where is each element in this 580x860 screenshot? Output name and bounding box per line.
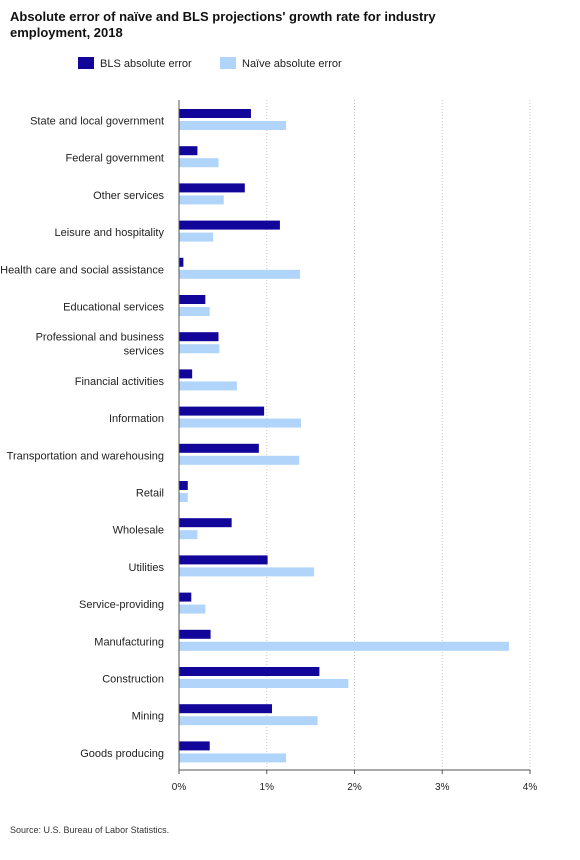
chart-title: Absolute error of naïve and BLS projecti… — [10, 9, 436, 40]
legend-swatch-naive — [220, 57, 236, 69]
bls-error-bar — [179, 369, 193, 379]
bls-error-bar — [179, 704, 273, 714]
legend-item-naive: Naïve absolute error — [220, 57, 342, 70]
naive-error-bar — [179, 679, 349, 688]
naive-error-bar — [179, 232, 214, 242]
category-label: Mining — [132, 711, 164, 723]
category-label: Federal government — [66, 153, 164, 165]
naive-error-bar — [179, 195, 224, 205]
naive-error-bar — [179, 307, 210, 316]
bls-error-bar — [179, 295, 206, 304]
naive-error-bar — [179, 418, 301, 428]
legend-swatch-bls — [78, 57, 94, 69]
bls-error-bar — [179, 220, 280, 230]
naive-error-bar — [179, 716, 318, 726]
bls-error-bar — [179, 109, 251, 118]
category-label: Transportation and warehousing — [7, 450, 164, 462]
naive-error-bar — [179, 753, 287, 763]
bls-error-bar — [179, 481, 188, 490]
source-note: Source: U.S. Bureau of Labor Statistics. — [10, 825, 170, 835]
bls-error-bar — [179, 629, 211, 639]
naive-error-bar — [179, 567, 315, 577]
bls-error-bar — [179, 406, 265, 416]
category-label: Retail — [136, 488, 164, 500]
legend-item-bls: BLS absolute error — [78, 57, 192, 70]
category-label: Leisure and hospitality — [55, 227, 165, 239]
naive-error-bar — [179, 121, 287, 130]
category-label: Educational services — [63, 302, 164, 314]
bls-error-bar — [179, 183, 245, 193]
category-label: Wholesale — [113, 525, 164, 537]
category-label: Utilities — [129, 562, 165, 574]
x-tick-label: 1% — [260, 782, 275, 793]
category-label: Other services — [93, 190, 164, 202]
bls-error-bar — [179, 257, 184, 267]
x-tick-label: 2% — [347, 782, 362, 793]
x-tick-label: 0% — [172, 782, 187, 793]
category-label: Professional and business — [36, 332, 165, 344]
bls-error-bar — [179, 667, 320, 676]
category-label: Manufacturing — [94, 636, 164, 648]
naive-error-bar — [179, 158, 219, 168]
bls-error-bar — [179, 443, 259, 453]
bls-error-bar — [179, 146, 198, 156]
legend-label-naive: Naïve absolute error — [242, 58, 342, 70]
category-label: Construction — [102, 674, 164, 686]
naive-error-bar — [179, 455, 300, 465]
x-tick-label: 3% — [435, 782, 450, 793]
x-tick-label: 4% — [523, 782, 538, 793]
bls-error-bar — [179, 592, 192, 602]
legend-label-bls: BLS absolute error — [100, 58, 192, 70]
naive-error-bar — [179, 530, 198, 540]
naive-error-bar — [179, 381, 237, 391]
bls-error-bar — [179, 555, 268, 565]
category-label: Service-providing — [79, 599, 164, 611]
category-label: services — [124, 346, 165, 358]
naive-error-bar — [179, 493, 188, 502]
category-label: Financial activities — [75, 376, 165, 388]
naive-error-bar — [179, 344, 220, 354]
category-label: State and local government — [30, 116, 164, 128]
bls-error-bar — [179, 741, 210, 751]
bls-error-bar — [179, 332, 219, 342]
naive-error-bar — [179, 269, 301, 279]
category-label: Goods producing — [80, 748, 164, 760]
category-label: Information — [109, 413, 164, 425]
category-label: Health care and social assistance — [0, 264, 164, 276]
naive-error-bar — [179, 604, 206, 614]
bls-error-bar — [179, 518, 232, 528]
naive-error-bar — [179, 641, 509, 651]
